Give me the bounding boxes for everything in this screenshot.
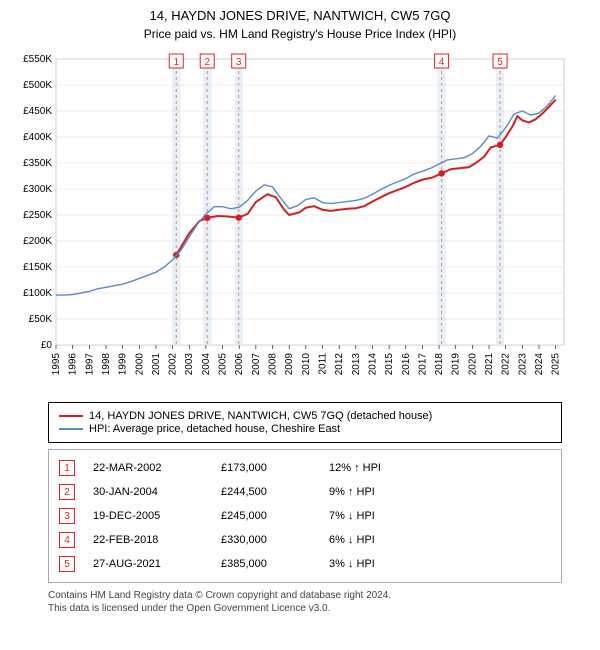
svg-text:£0: £0 (41, 340, 53, 351)
svg-text:2003: 2003 (184, 353, 195, 376)
page-subtitle: Price paid vs. HM Land Registry's House … (8, 27, 592, 41)
svg-text:£250K: £250K (23, 210, 52, 221)
svg-text:£200K: £200K (23, 236, 52, 247)
legend-label: 14, HAYDN JONES DRIVE, NANTWICH, CW5 7GQ… (89, 410, 432, 422)
transaction-price: £244,500 (221, 486, 311, 498)
legend-item: HPI: Average price, detached house, Ches… (59, 423, 551, 435)
svg-text:1996: 1996 (68, 353, 79, 376)
legend: 14, HAYDN JONES DRIVE, NANTWICH, CW5 7GQ… (48, 402, 562, 443)
svg-text:2010: 2010 (301, 353, 312, 376)
legend-label: HPI: Average price, detached house, Ches… (89, 423, 340, 435)
svg-text:2009: 2009 (284, 353, 295, 376)
svg-text:2017: 2017 (417, 353, 428, 376)
svg-text:1997: 1997 (84, 353, 95, 376)
svg-text:2004: 2004 (201, 353, 212, 376)
transaction-date: 27-AUG-2021 (93, 558, 203, 570)
svg-text:£500K: £500K (23, 80, 52, 91)
page-title: 14, HAYDN JONES DRIVE, NANTWICH, CW5 7GQ (8, 8, 592, 23)
transaction-price: £330,000 (221, 534, 311, 546)
svg-text:2016: 2016 (401, 353, 412, 376)
attribution-line2: This data is licensed under the Open Gov… (48, 602, 562, 615)
transaction-marker: 2 (59, 484, 75, 500)
transactions-table: 1 22-MAR-2002 £173,000 12% ↑ HPI 2 30-JAN-200… (48, 449, 562, 583)
attribution-line1: Contains HM Land Registry data © Crown c… (48, 589, 562, 602)
transaction-date: 30-JAN-2004 (93, 486, 203, 498)
svg-text:2008: 2008 (268, 353, 279, 376)
svg-text:£400K: £400K (23, 132, 52, 143)
transaction-pct: 12% ↑ HPI (329, 462, 419, 474)
transaction-marker: 4 (59, 532, 75, 548)
svg-text:2024: 2024 (534, 353, 545, 376)
transaction-row: 4 22-FEB-2018 £330,000 6% ↓ HPI (59, 528, 551, 552)
svg-text:2005: 2005 (218, 353, 229, 376)
svg-text:2: 2 (204, 57, 210, 68)
transaction-price: £385,000 (221, 558, 311, 570)
svg-text:£150K: £150K (23, 262, 52, 273)
transaction-pct: 9% ↑ HPI (329, 486, 419, 498)
svg-text:2023: 2023 (517, 353, 528, 376)
svg-text:£550K: £550K (23, 54, 52, 65)
svg-text:2021: 2021 (484, 353, 495, 376)
transaction-row: 1 22-MAR-2002 £173,000 12% ↑ HPI (59, 456, 551, 480)
transaction-pct: 3% ↓ HPI (329, 558, 419, 570)
transaction-pct: 7% ↓ HPI (329, 510, 419, 522)
svg-text:5: 5 (497, 57, 503, 68)
price-chart: £0 £50K £100K £150K £200K £250K £300K £350K £400… (8, 49, 592, 394)
transaction-marker: 3 (59, 508, 75, 524)
svg-text:2020: 2020 (467, 353, 478, 376)
svg-text:2012: 2012 (334, 353, 345, 376)
transaction-date: 22-FEB-2018 (93, 534, 203, 546)
svg-text:£450K: £450K (23, 106, 52, 117)
svg-text:2001: 2001 (151, 353, 162, 376)
transaction-row: 3 19-DEC-2005 £245,000 7% ↓ HPI (59, 504, 551, 528)
svg-text:2018: 2018 (434, 353, 445, 376)
svg-text:4: 4 (439, 57, 445, 68)
svg-text:2022: 2022 (501, 353, 512, 376)
svg-text:2011: 2011 (317, 353, 328, 375)
svg-text:2015: 2015 (384, 353, 395, 376)
svg-text:2014: 2014 (367, 353, 378, 376)
svg-text:£350K: £350K (23, 158, 52, 169)
transaction-price: £245,000 (221, 510, 311, 522)
legend-item: 14, HAYDN JONES DRIVE, NANTWICH, CW5 7GQ… (59, 410, 551, 422)
transaction-marker: 1 (59, 460, 75, 476)
transaction-date: 19-DEC-2005 (93, 510, 203, 522)
transaction-row: 5 27-AUG-2021 £385,000 3% ↓ HPI (59, 552, 551, 576)
svg-text:£300K: £300K (23, 184, 52, 195)
svg-text:2007: 2007 (251, 353, 262, 376)
svg-text:2000: 2000 (134, 353, 145, 376)
svg-text:2025: 2025 (551, 353, 562, 376)
svg-text:£100K: £100K (23, 288, 52, 299)
transaction-row: 2 30-JAN-2004 £244,500 9% ↑ HPI (59, 480, 551, 504)
svg-text:3: 3 (236, 57, 242, 68)
attribution: Contains HM Land Registry data © Crown c… (48, 589, 562, 615)
transaction-pct: 6% ↓ HPI (329, 534, 419, 546)
svg-text:1999: 1999 (118, 353, 129, 376)
svg-text:2019: 2019 (451, 353, 462, 376)
legend-swatch (59, 415, 83, 417)
svg-text:2002: 2002 (168, 353, 179, 376)
svg-text:1995: 1995 (51, 353, 62, 376)
svg-text:£50K: £50K (29, 314, 53, 325)
svg-text:1998: 1998 (101, 353, 112, 376)
legend-swatch (59, 428, 83, 430)
transaction-date: 22-MAR-2002 (93, 462, 203, 474)
transaction-marker: 5 (59, 556, 75, 572)
transaction-price: £173,000 (221, 462, 311, 474)
svg-text:2006: 2006 (234, 353, 245, 376)
svg-text:1: 1 (173, 57, 179, 68)
svg-text:2013: 2013 (351, 353, 362, 376)
